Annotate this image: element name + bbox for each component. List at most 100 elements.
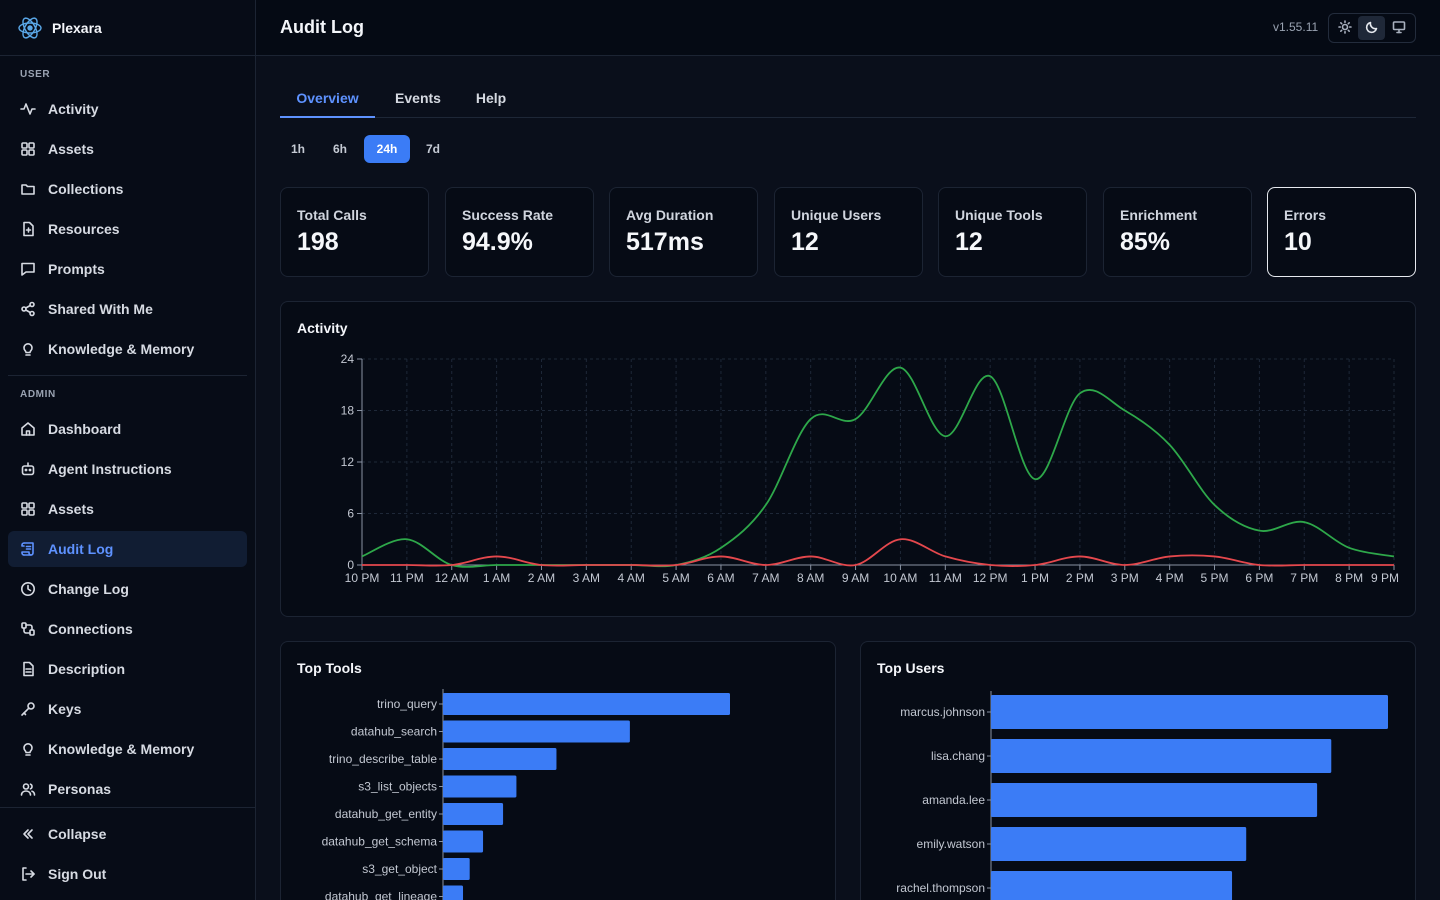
activity-panel: Activity 0 6 12 18 24 10 PM 11 PM 12 AM 1 AM 2 AM…	[280, 301, 1416, 617]
bar[interactable]	[443, 885, 464, 900]
x-tick-label: 11 PM	[390, 571, 424, 585]
version-label: v1.55.11	[1273, 20, 1319, 34]
collapse-button[interactable]: Collapse	[8, 816, 247, 852]
sidebar-item-label: Assets	[48, 141, 94, 157]
folder-icon	[20, 181, 36, 197]
tab-help[interactable]: Help	[475, 90, 507, 106]
sidebar-item-label: Keys	[48, 701, 82, 717]
sidebar-item-collections[interactable]: Collections	[8, 171, 247, 207]
bar[interactable]	[443, 748, 557, 770]
tab-events[interactable]: Events	[395, 90, 441, 106]
bot-icon	[20, 461, 36, 477]
y-tick-label: 0	[347, 558, 354, 572]
sidebar-item-prompts[interactable]: Prompts	[8, 251, 247, 287]
sidebar-item-keys[interactable]: Keys	[8, 691, 247, 727]
monitor-icon	[1392, 20, 1406, 37]
bar[interactable]	[443, 830, 484, 853]
brand-name: Plexara	[52, 19, 102, 36]
range-1h-button[interactable]: 1h	[290, 142, 305, 156]
category-label: s3_get_object	[362, 862, 437, 876]
sidebar-item-activity[interactable]: Activity	[8, 91, 247, 127]
brand[interactable]: Plexara	[0, 0, 255, 56]
sidebar-item-audit-log[interactable]: Audit Log	[8, 531, 247, 567]
top-header: Audit Log v1.55.11	[256, 0, 1440, 56]
x-tick-label: 12 PM	[973, 571, 1008, 585]
sidebar-item-change-log[interactable]: Change Log	[8, 571, 247, 607]
x-tick-label: 5 PM	[1201, 571, 1229, 585]
x-tick-label: 9 AM	[842, 571, 869, 585]
sidebar-item-label: Prompts	[48, 261, 105, 277]
tab-overview[interactable]: Overview	[280, 80, 375, 118]
light-theme-button[interactable]	[1331, 16, 1358, 40]
sidebar-item-resources[interactable]: Resources	[8, 211, 247, 247]
sidebar-item-connections[interactable]: Connections	[8, 611, 247, 647]
stat-card-enrichment[interactable]: Enrichment 85%	[1103, 187, 1252, 277]
sidebar-item-shared-with-me[interactable]: Shared With Me	[8, 291, 247, 327]
dark-theme-button[interactable]	[1358, 16, 1385, 40]
x-tick-label: 7 AM	[752, 571, 779, 585]
share-icon	[20, 301, 36, 317]
x-tick-label: 10 PM	[345, 571, 380, 585]
category-label: amanda.lee	[922, 793, 985, 807]
activity-panel-title: Activity	[297, 320, 348, 336]
x-tick-label: 4 PM	[1156, 571, 1184, 585]
sidebar-item-label: Personas	[48, 781, 112, 797]
bar[interactable]	[991, 871, 1233, 900]
stat-card-avg-duration[interactable]: Avg Duration 517ms	[609, 187, 758, 277]
range-24h-button[interactable]: 24h	[364, 135, 410, 163]
x-tick-label: 7 PM	[1290, 571, 1318, 585]
stat-card-unique-tools[interactable]: Unique Tools 12	[938, 187, 1087, 277]
category-label: datahub_search	[351, 725, 437, 739]
bar[interactable]	[991, 783, 1318, 817]
sidebar-item-admin-knowledge-memory[interactable]: Knowledge & Memory	[8, 731, 247, 767]
bar[interactable]	[443, 693, 730, 715]
error-series-line	[362, 538, 1394, 567]
bar[interactable]	[443, 720, 630, 743]
category-label: marcus.johnson	[900, 705, 985, 719]
admin-section-label: ADMIN	[20, 389, 56, 400]
stat-label: Unique Users	[791, 207, 882, 223]
x-tick-label: 1 PM	[1021, 571, 1049, 585]
sign-out-button[interactable]: Sign Out	[8, 856, 247, 892]
range-6h-button[interactable]: 6h	[332, 142, 347, 156]
sidebar-item-dashboard[interactable]: Dashboard	[8, 411, 247, 447]
x-tick-label: 6 AM	[707, 571, 734, 585]
log-out-icon	[20, 866, 36, 882]
bar[interactable]	[991, 827, 1247, 861]
system-theme-button[interactable]	[1385, 16, 1412, 40]
stat-value: 94.9%	[462, 228, 533, 256]
sidebar-item-agent-instructions[interactable]: Agent Instructions	[8, 451, 247, 487]
stat-label: Enrichment	[1120, 207, 1198, 223]
sidebar-item-personas[interactable]: Personas	[8, 771, 247, 807]
sidebar-item-admin-assets[interactable]: Assets	[8, 491, 247, 527]
stat-card-unique-users[interactable]: Unique Users 12	[774, 187, 923, 277]
sidebar-footer-divider	[0, 807, 256, 808]
sidebar-item-knowledge-memory[interactable]: Knowledge & Memory	[8, 331, 247, 367]
sidebar-item-description[interactable]: Description	[8, 651, 247, 687]
file-icon	[20, 221, 36, 237]
category-label: s3_list_objects	[358, 780, 437, 794]
sidebar-item-assets[interactable]: Assets	[8, 131, 247, 167]
theme-toggle	[1328, 13, 1416, 43]
y-tick-label: 18	[341, 404, 355, 418]
stat-value: 12	[955, 228, 983, 256]
x-tick-label: 9 PM	[1371, 571, 1399, 585]
stat-card-total-calls[interactable]: Total Calls 198	[280, 187, 429, 277]
range-7d-button[interactable]: 7d	[425, 142, 440, 156]
x-tick-label: 3 AM	[573, 571, 600, 585]
x-tick-label: 6 PM	[1245, 571, 1273, 585]
plug-icon	[20, 621, 36, 637]
bar[interactable]	[443, 775, 517, 798]
brain-network-icon	[17, 15, 43, 41]
bar[interactable]	[443, 803, 504, 825]
grid-icon	[20, 141, 36, 157]
bar[interactable]	[443, 858, 470, 880]
users-icon	[20, 781, 36, 797]
bar[interactable]	[991, 739, 1332, 773]
stat-card-success-rate[interactable]: Success Rate 94.9%	[445, 187, 594, 277]
main-content: Overview Events Help 1h 6h 24h 7d Total …	[256, 56, 1440, 900]
user-section-label: USER	[20, 69, 51, 80]
x-tick-label: 10 AM	[883, 571, 917, 585]
bar[interactable]	[991, 695, 1388, 729]
stat-card-errors[interactable]: Errors 10	[1267, 187, 1416, 277]
